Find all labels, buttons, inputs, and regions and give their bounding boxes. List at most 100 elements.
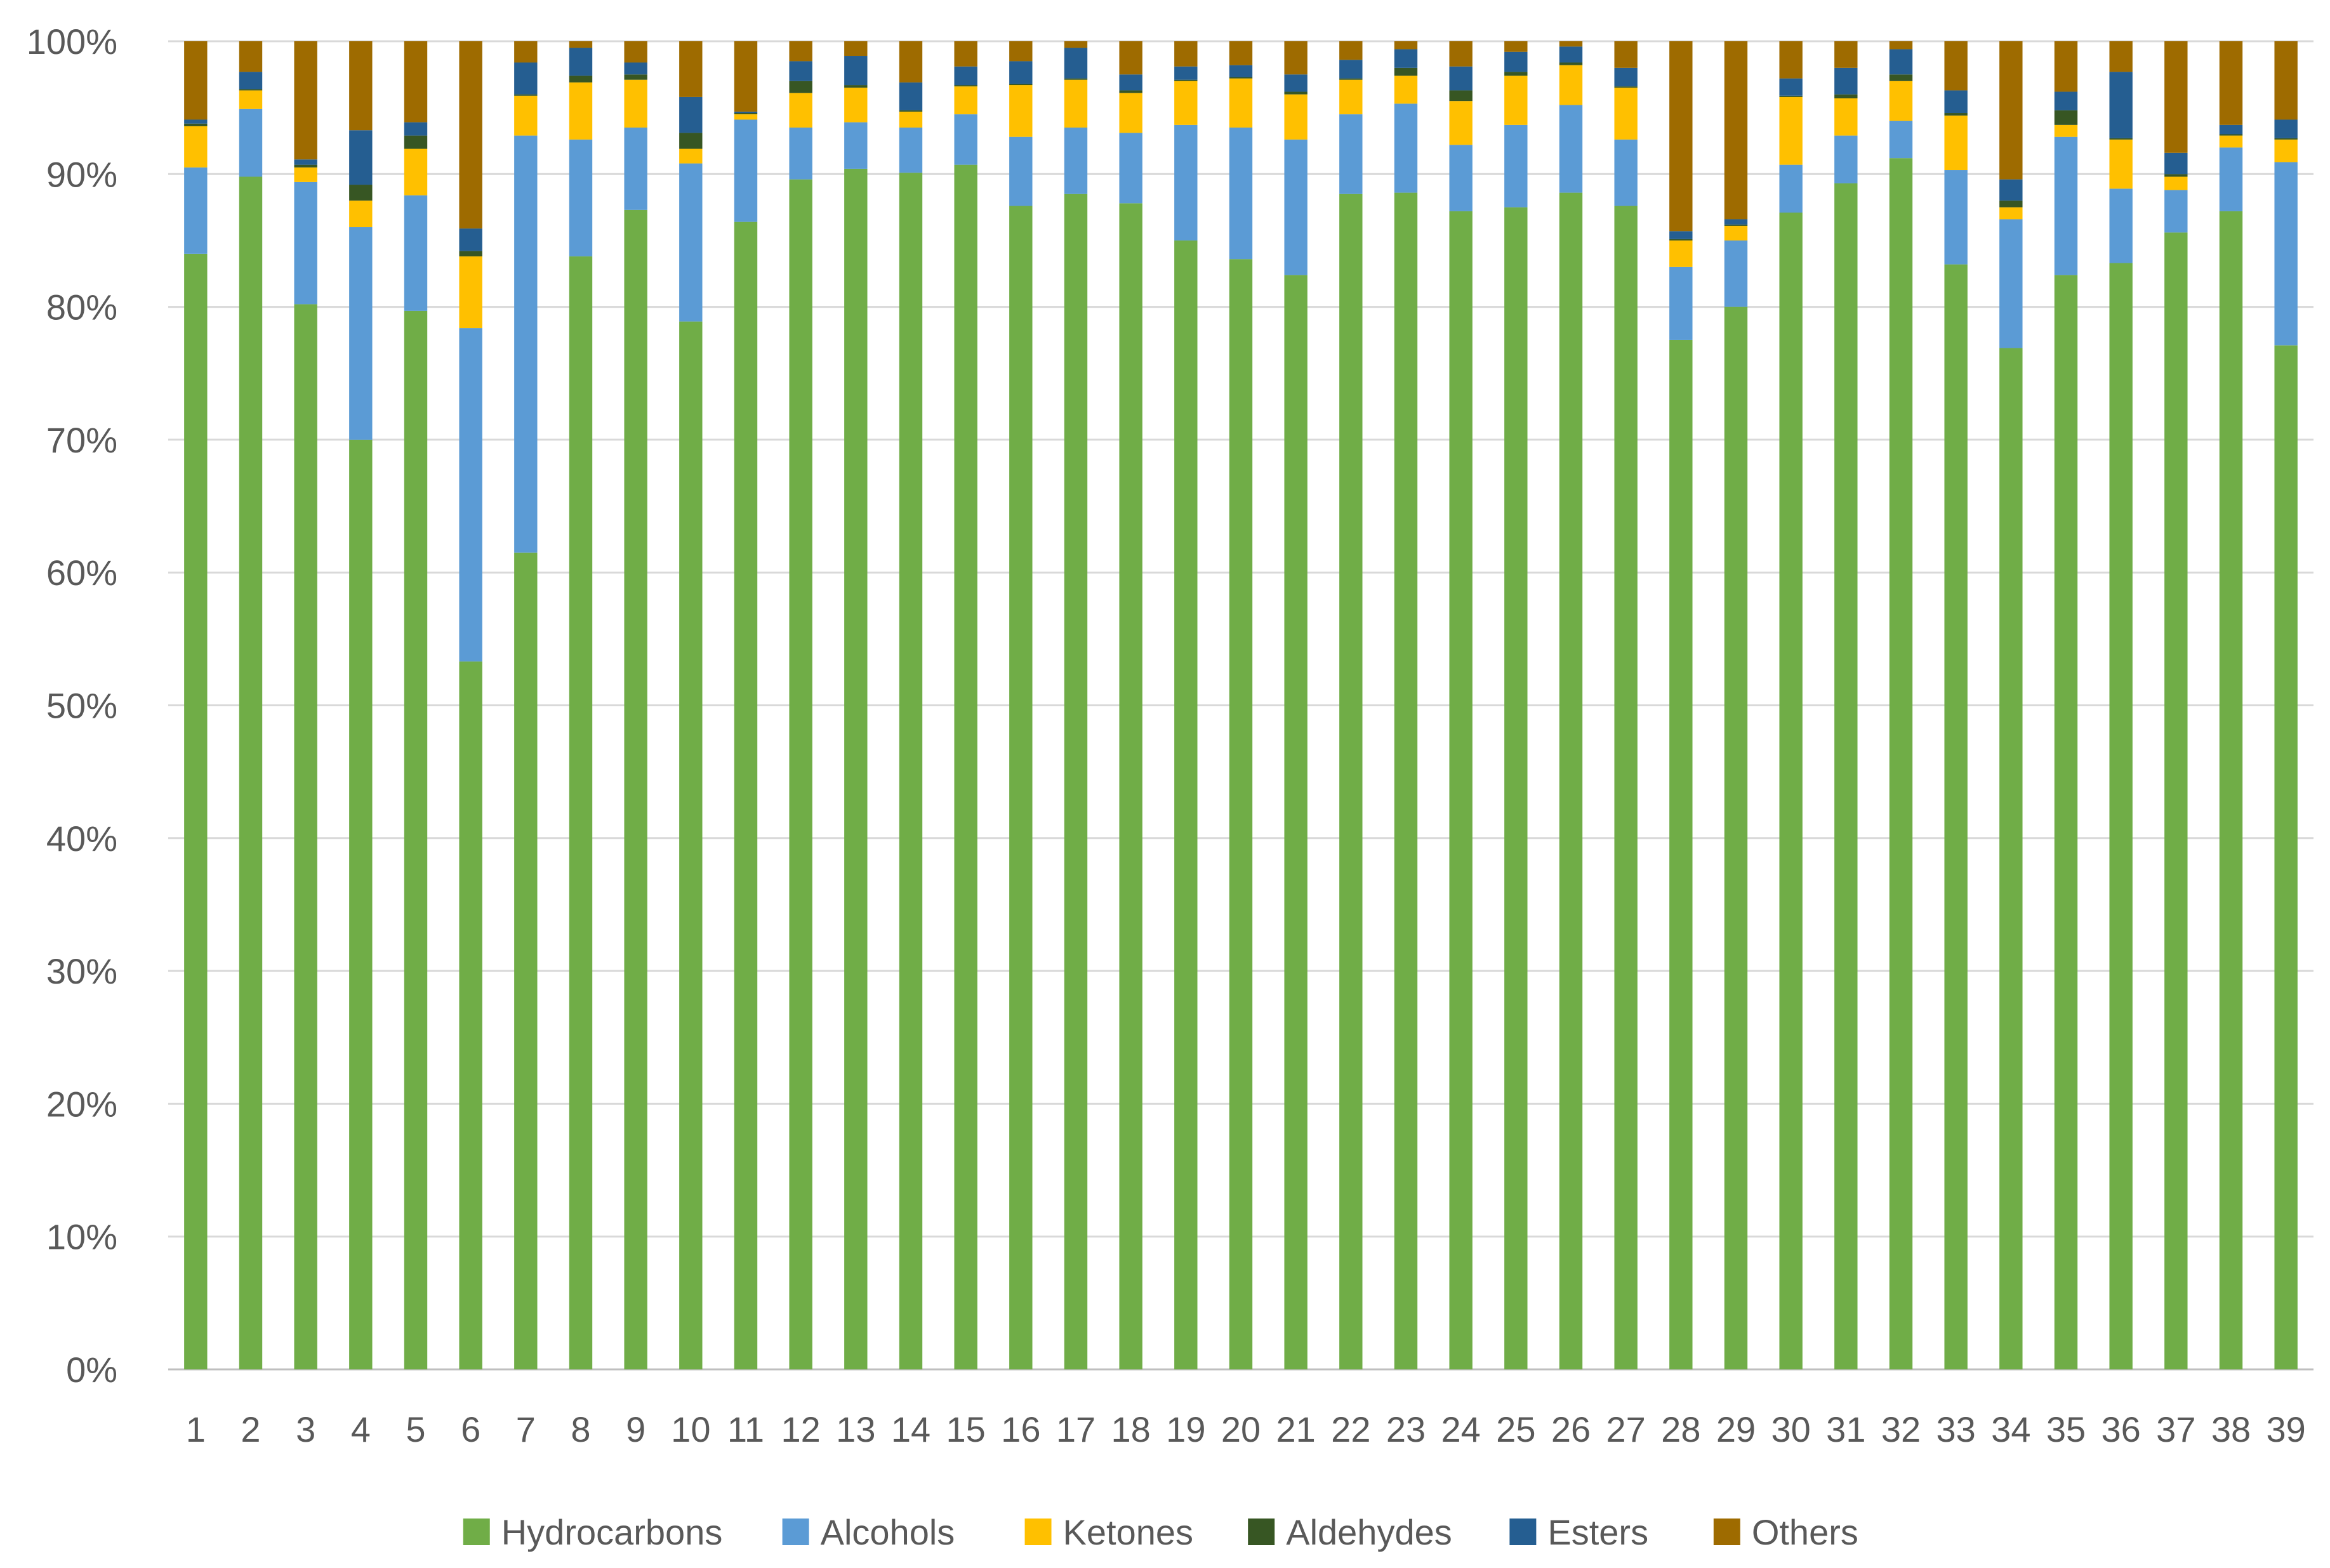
bar-segment-hydrocarbons xyxy=(1504,207,1528,1369)
bar-segment-aldehydes xyxy=(1064,78,1088,80)
bar-segment-others xyxy=(1064,41,1088,48)
bar-segment-hydrocarbons xyxy=(1174,240,1198,1370)
bar-segment-others xyxy=(184,41,208,120)
x-tick-label: 28 xyxy=(1661,1409,1700,1449)
y-tick-label: 100% xyxy=(27,22,117,62)
bar-segment-others xyxy=(1889,41,1913,49)
bar-segment-alcohols xyxy=(844,122,868,169)
bar-segment-alcohols xyxy=(404,195,428,311)
bar-segment-esters xyxy=(2054,91,2078,110)
legend-label: Hydrocarbons xyxy=(501,1512,723,1552)
bar-segment-esters xyxy=(624,62,647,75)
bar-segment-aldehydes xyxy=(294,164,317,168)
bar-segment-others xyxy=(1504,41,1528,52)
x-tick-label: 5 xyxy=(406,1409,425,1449)
bar-segment-others xyxy=(349,41,373,131)
bar-segment-alcohols xyxy=(2164,190,2188,233)
bar-segment-esters xyxy=(1614,67,1638,87)
bar-segment-esters xyxy=(184,119,208,124)
x-tick-label: 4 xyxy=(351,1409,371,1449)
bar-segment-alcohols xyxy=(734,119,758,222)
bar-segment-esters xyxy=(569,48,593,76)
bar-segment-ketones xyxy=(1779,96,1803,165)
bar-segment-hydrocarbons xyxy=(1724,306,1748,1370)
bar-segment-alcohols xyxy=(1834,135,1858,183)
x-tick-label: 2 xyxy=(241,1409,260,1449)
y-axis-tick-labels: 0% 10% 20% 30% 40% 50% 60% 70% 80% 90% 100% xyxy=(27,22,117,1390)
legend-item-alcohols: Alcohols xyxy=(782,1512,955,1552)
bar-segment-esters xyxy=(459,228,482,251)
bar-segment-ketones xyxy=(239,90,263,109)
bar-segment-esters xyxy=(2274,119,2298,138)
bar-segment-hydrocarbons xyxy=(2164,232,2188,1370)
bar-segment-others xyxy=(1614,41,1638,68)
bar-segment-ketones xyxy=(1339,79,1363,115)
x-tick-label: 15 xyxy=(946,1409,986,1449)
bar-segment-hydrocarbons xyxy=(789,179,812,1369)
x-tick-label: 36 xyxy=(2102,1409,2141,1449)
bar-segment-others xyxy=(514,41,538,63)
bar-segment-aldehydes xyxy=(2164,174,2188,177)
bar-segment-alcohols xyxy=(1999,219,2023,348)
x-tick-label: 30 xyxy=(1771,1409,1811,1449)
legend-label: Alcohols xyxy=(821,1512,955,1552)
legend-label: Esters xyxy=(1547,1512,1648,1552)
bar-segment-esters xyxy=(679,96,703,133)
bar-segment-aldehydes xyxy=(1559,62,1583,65)
bar-segment-hydrocarbons xyxy=(1064,194,1088,1369)
bar-segment-others xyxy=(2109,41,2133,72)
bar-segment-ketones xyxy=(1669,240,1693,267)
bar-segment-esters xyxy=(734,111,758,114)
bar-segment-esters xyxy=(349,130,373,185)
bar-segment-hydrocarbons xyxy=(459,661,482,1369)
bar-segment-alcohols xyxy=(1724,240,1748,307)
bar-segment-others xyxy=(734,41,758,112)
bar-segment-esters xyxy=(2219,124,2243,135)
bar-segment-alcohols xyxy=(239,109,263,177)
bar-segment-aldehydes xyxy=(679,133,703,149)
bar-segment-aldehydes xyxy=(1009,83,1033,86)
bar-segment-esters xyxy=(1174,66,1198,80)
bar-segment-esters xyxy=(1779,78,1803,96)
x-tick-label: 17 xyxy=(1056,1409,1095,1449)
bar-segment-hydrocarbons xyxy=(734,221,758,1370)
bar-segment-others xyxy=(569,41,593,48)
bar-segment-ketones xyxy=(1284,94,1307,140)
bar-segment-alcohols xyxy=(1614,139,1638,206)
bar-segment-others xyxy=(1999,41,2023,180)
bar-segment-alcohols xyxy=(1449,145,1473,211)
bar-segment-ketones xyxy=(1119,93,1142,133)
bar-segment-aldehydes xyxy=(514,94,538,96)
bar-segment-aldehydes xyxy=(2054,110,2078,125)
bar-segment-esters xyxy=(2109,72,2133,138)
bar-segment-others xyxy=(844,41,868,56)
bar-segment-alcohols xyxy=(1064,128,1088,194)
x-tick-label: 8 xyxy=(571,1409,590,1449)
y-tick-label: 0% xyxy=(66,1350,117,1390)
bar-segment-aldehydes xyxy=(404,135,428,149)
bar-segment-others xyxy=(2054,41,2078,92)
bar-segment-others xyxy=(1944,41,1968,91)
bar-segment-alcohols xyxy=(2219,147,2243,211)
bar-segment-alcohols xyxy=(624,128,647,210)
bars xyxy=(184,41,2298,1370)
x-tick-label: 9 xyxy=(626,1409,645,1449)
bar-segment-ketones xyxy=(1834,98,1858,136)
bar-segment-ketones xyxy=(679,148,703,164)
bar-segment-alcohols xyxy=(1009,136,1033,206)
x-tick-label: 20 xyxy=(1221,1409,1261,1449)
x-tick-label: 22 xyxy=(1331,1409,1370,1449)
bar-segment-esters xyxy=(239,72,263,89)
x-tick-label: 3 xyxy=(296,1409,315,1449)
bar-segment-aldehydes xyxy=(1284,91,1307,95)
x-tick-label: 32 xyxy=(1881,1409,1921,1449)
x-tick-label: 14 xyxy=(891,1409,930,1449)
x-tick-label: 33 xyxy=(1936,1409,1976,1449)
bar-segment-others xyxy=(1394,41,1418,49)
bar-segment-esters xyxy=(1119,74,1142,91)
bar-segment-hydrocarbons xyxy=(184,253,208,1369)
bar-segment-aldehydes xyxy=(1999,201,2023,208)
bar-segment-alcohols xyxy=(1559,105,1583,193)
bar-segment-others xyxy=(239,41,263,72)
bar-segment-ketones xyxy=(2274,139,2298,162)
